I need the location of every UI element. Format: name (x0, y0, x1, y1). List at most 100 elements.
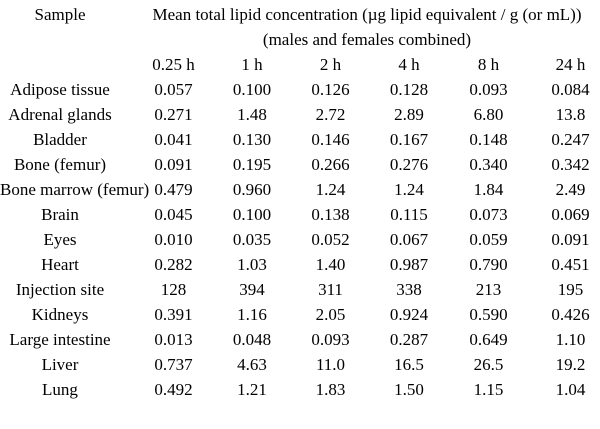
value-cell: 6.80 (473, 105, 504, 124)
value-cell: 0.276 (389, 155, 429, 174)
value-cell: 0.126 (311, 80, 350, 99)
sample-label: Kidneys (31, 305, 89, 324)
value-cell: 0.010 (154, 230, 193, 249)
value-cell: 0.013 (154, 330, 193, 349)
table-body: Adipose tissue 0.057 0.100 0.126 0.128 0… (0, 78, 600, 403)
sample-label: Adipose tissue (10, 80, 110, 99)
value-cell: 0.924 (389, 305, 429, 324)
value-cell: 0.247 (551, 130, 590, 149)
sample-label: Brain (41, 205, 79, 224)
value-cell: 1.04 (555, 380, 586, 399)
table-row: Bladder 0.041 0.130 0.146 0.167 0.148 0.… (0, 128, 600, 153)
value-cell: 338 (396, 280, 422, 299)
table-row: Eyes 0.010 0.035 0.052 0.067 0.059 0.091 (0, 228, 600, 253)
time-column-header: 1 h (241, 55, 263, 74)
value-cell: 1.84 (473, 180, 504, 199)
value-cell: 0.451 (551, 255, 590, 274)
value-cell: 11.0 (315, 355, 346, 374)
value-cell: 0.195 (232, 155, 272, 174)
value-cell: 0.041 (154, 130, 193, 149)
value-cell: 0.167 (389, 130, 429, 149)
value-cell: 0.093 (311, 330, 350, 349)
value-cell: 13.8 (555, 105, 586, 124)
value-cell: 0.084 (551, 80, 590, 99)
time-column-header: 2 h (319, 55, 342, 74)
value-cell: 1.40 (315, 255, 346, 274)
value-cell: 1.48 (237, 105, 267, 124)
value-cell: 2.49 (555, 180, 586, 199)
value-cell: 0.391 (154, 305, 193, 324)
sample-label: Bone marrow (femur) (0, 180, 150, 199)
value-cell: 1.10 (555, 330, 586, 349)
subtitle-row: (males and females combined) (0, 28, 600, 53)
table-row: Bone marrow (femur) 0.479 0.960 1.24 1.2… (0, 178, 600, 203)
table-row: Large intestine 0.013 0.048 0.093 0.287 … (0, 328, 600, 353)
table-row: Liver 0.737 4.63 11.0 16.5 26.5 19.2 (0, 353, 600, 378)
time-column-header: 8 h (477, 55, 500, 74)
value-cell: 0.148 (469, 130, 508, 149)
table-row: Lung 0.492 1.21 1.83 1.50 1.15 1.04 (0, 378, 600, 403)
value-cell: 0.130 (232, 130, 272, 149)
table-header: Sample Mean total lipid concentration (µ… (0, 3, 600, 78)
value-cell: 4.63 (237, 355, 267, 374)
value-cell: 1.50 (394, 380, 424, 399)
sample-label: Adrenal glands (8, 105, 112, 124)
value-cell: 0.271 (154, 105, 193, 124)
value-cell: 0.138 (311, 205, 350, 224)
value-cell: 0.282 (154, 255, 193, 274)
table-row: Injection site 128 394 311 338 213 195 (0, 278, 600, 303)
value-cell: 394 (239, 280, 265, 299)
table-row: Brain 0.045 0.100 0.138 0.115 0.073 0.06… (0, 203, 600, 228)
value-cell: 0.987 (389, 255, 429, 274)
table-row: Adipose tissue 0.057 0.100 0.126 0.128 0… (0, 78, 600, 103)
value-cell: 2.05 (315, 305, 346, 324)
value-cell: 0.091 (551, 230, 590, 249)
value-cell: 0.479 (154, 180, 193, 199)
time-header-row: 0.25 h 1 h 2 h 4 h 8 h 24 h (0, 53, 600, 78)
value-cell: 0.100 (232, 80, 272, 99)
value-cell: 1.83 (315, 380, 346, 399)
value-cell: 0.069 (551, 205, 590, 224)
time-column-header: 24 h (555, 55, 586, 74)
value-cell: 0.091 (154, 155, 193, 174)
value-cell: 0.067 (389, 230, 429, 249)
title-row: Sample Mean total lipid concentration (µ… (0, 3, 600, 28)
value-cell: 1.03 (237, 255, 267, 274)
value-cell: 0.287 (389, 330, 429, 349)
value-cell: 1.15 (473, 380, 504, 399)
value-cell: 0.266 (311, 155, 350, 174)
empty-cell (0, 28, 134, 53)
value-cell: 2.89 (394, 105, 424, 124)
table-row: Bone (femur) 0.091 0.195 0.266 0.276 0.3… (0, 153, 600, 178)
sample-label: Heart (41, 255, 79, 274)
value-cell: 0.340 (469, 155, 508, 174)
sample-label: Liver (41, 355, 79, 374)
value-cell: 0.045 (154, 205, 193, 224)
value-cell: 0.093 (469, 80, 508, 99)
sample-label: Bone (femur) (13, 155, 107, 174)
value-cell: 0.048 (232, 330, 272, 349)
sample-label: Bladder (33, 130, 87, 149)
value-cell: 0.052 (311, 230, 350, 249)
value-cell: 1.24 (315, 180, 346, 199)
value-cell: 0.128 (389, 80, 429, 99)
sample-column-header: Sample (34, 5, 86, 24)
sample-label: Large intestine (9, 330, 111, 349)
value-cell: 128 (160, 280, 187, 299)
value-cell: 0.100 (232, 205, 272, 224)
value-cell: 0.426 (551, 305, 590, 324)
value-cell: 0.115 (390, 205, 428, 224)
table-row: Heart 0.282 1.03 1.40 0.987 0.790 0.451 (0, 253, 600, 278)
value-cell: 1.24 (394, 180, 424, 199)
empty-cell (0, 53, 134, 78)
value-cell: 0.737 (154, 355, 193, 374)
value-cell: 0.590 (469, 305, 508, 324)
value-cell: 0.649 (469, 330, 508, 349)
value-cell: 213 (475, 280, 502, 299)
sample-label: Injection site (15, 280, 105, 299)
value-cell: 0.790 (469, 255, 508, 274)
value-cell: 0.073 (469, 205, 508, 224)
value-cell: 0.960 (232, 180, 272, 199)
table-row: Adrenal glands 0.271 1.48 2.72 2.89 6.80… (0, 103, 600, 128)
